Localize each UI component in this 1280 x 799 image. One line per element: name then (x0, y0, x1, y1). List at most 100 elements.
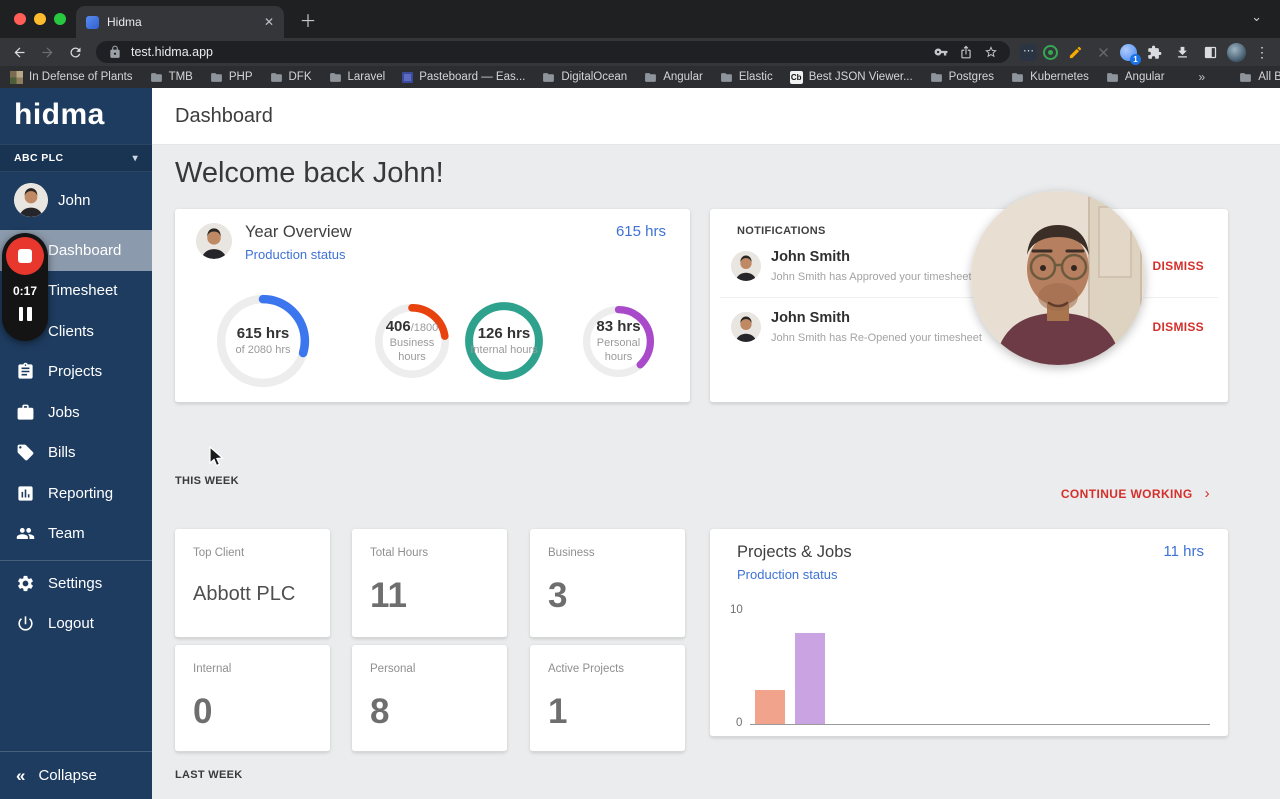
folder-icon (1106, 72, 1118, 82)
projects-jobs-card: Projects & Jobs Production status 11 hrs… (710, 529, 1228, 737)
sidebar-item-team[interactable]: Team (0, 514, 152, 555)
user-avatar (14, 183, 48, 217)
bookmark-item[interactable]: In Defense of Plants (10, 70, 133, 84)
bookmark-folder[interactable]: Angular (644, 71, 703, 84)
bookmark-folder[interactable]: Elastic (720, 71, 773, 84)
back-button[interactable] (8, 41, 30, 63)
webcam-video-bubble[interactable] (971, 191, 1145, 365)
collapse-sidebar-button[interactable]: « Collapse (16, 765, 97, 785)
folder-icon (1012, 72, 1023, 82)
mouse-cursor (209, 446, 224, 467)
stat-value: 1 (548, 692, 568, 731)
notification-name: John Smith (771, 310, 850, 326)
divider (0, 560, 152, 561)
sidebar-item-jobs[interactable]: Jobs (0, 392, 152, 433)
reload-button[interactable] (64, 41, 86, 63)
last-week-heading: LAST WEEK (175, 769, 243, 781)
bookmarks-bar: In Defense of Plants TMB PHP DFK Laravel… (0, 66, 1280, 88)
bar-chart: 10 0 (710, 529, 1228, 736)
downloads-icon[interactable] (1171, 41, 1193, 63)
window-close-button[interactable] (14, 13, 26, 25)
bookmark-folder[interactable]: Postgres (930, 71, 994, 84)
browser-tab[interactable]: Hidma ✕ (76, 6, 284, 38)
stat-value: Abbott PLC (193, 583, 296, 605)
extension-pencil-icon[interactable] (1064, 41, 1086, 63)
address-bar[interactable]: test.hidma.app (96, 41, 1010, 63)
sidebar-user[interactable]: John (0, 172, 152, 230)
week-total-hours[interactable]: 11 hrs (1163, 543, 1204, 560)
pause-recording-button[interactable] (18, 307, 32, 321)
forward-button[interactable] (36, 41, 58, 63)
bookmark-folder[interactable]: DFK (270, 71, 312, 84)
workspace-selector[interactable]: ABC PLC ▾ (0, 144, 152, 172)
bookmarks-overflow-icon[interactable]: » (1198, 70, 1206, 84)
side-panel-icon[interactable] (1199, 41, 1221, 63)
bookmark-folder[interactable]: Angular (1106, 71, 1165, 84)
password-key-icon[interactable] (932, 43, 950, 61)
extension-globe-icon[interactable]: 1 (1120, 43, 1141, 65)
app-logo[interactable]: hidma (14, 98, 105, 131)
bookmark-folder[interactable]: DigitalOcean (542, 71, 627, 84)
all-bookmarks-folder[interactable]: All Bookmarks (1239, 71, 1280, 84)
sidebar-item-settings[interactable]: Settings (0, 563, 152, 604)
extension-badge: 1 (1130, 53, 1141, 65)
window-minimize-button[interactable] (34, 13, 46, 25)
bookmark-folder[interactable]: PHP (210, 71, 253, 84)
new-tab-button[interactable]: ＋ (299, 12, 317, 31)
stat-card-business: Business 3 (530, 529, 685, 638)
folder-icon (645, 72, 657, 82)
gauge-personal: 83 hrs Personal hours (582, 305, 655, 378)
year-overview-card: Year Overview Production status 615 hrs … (175, 209, 690, 403)
stat-card-total-hours: Total Hours 11 (352, 529, 507, 638)
bookmark-folder[interactable]: Laravel (329, 71, 385, 84)
card-subtitle[interactable]: Production status (245, 247, 346, 262)
welcome-heading: Welcome back John! (175, 157, 444, 189)
tab-favicon (86, 15, 99, 29)
window-maximize-button[interactable] (54, 13, 66, 25)
extensions-puzzle-icon[interactable] (1143, 41, 1165, 63)
bookmark-folder[interactable]: TMB (150, 71, 193, 84)
dismiss-button[interactable]: DISMISS (1152, 259, 1204, 273)
bookmark-item[interactable]: Pasteboard — Eas... (402, 71, 525, 83)
sidebar-item-bills[interactable]: Bills (0, 433, 152, 474)
collapse-icon: « (16, 765, 26, 785)
folder-icon (543, 72, 555, 82)
continue-working-link[interactable]: CONTINUE WORKING › (1060, 485, 1210, 502)
this-week-heading: THIS WEEK (175, 475, 239, 487)
extension-disabled-icon[interactable] (1092, 41, 1114, 63)
tab-strip: Hidma ✕ ＋ ⌄ (0, 0, 1280, 38)
stop-recording-button[interactable] (6, 237, 44, 275)
sidebar-item-reporting[interactable]: Reporting (0, 473, 152, 514)
year-total-hours[interactable]: 615 hrs (615, 223, 666, 240)
tab-search-chevron-icon[interactable]: ⌄ (1251, 9, 1262, 24)
gauge-production: 615 hrs of 2080 hrs (216, 294, 310, 388)
card-subtitle[interactable]: Production status (737, 567, 838, 582)
extension-dots-icon[interactable]: ⋯ (1020, 43, 1037, 61)
card-title: Year Overview (245, 223, 352, 241)
stat-value: 0 (193, 692, 213, 731)
gear-icon (18, 575, 33, 591)
y-axis-tick: 0 (736, 717, 743, 729)
browser-profile-avatar[interactable] (1227, 42, 1246, 62)
lock-icon[interactable] (106, 43, 124, 61)
recording-timer: 0:17 (12, 284, 38, 298)
screen-recording-widget: 0:17 (2, 233, 48, 341)
browser-menu-icon[interactable]: ⋮ (1255, 43, 1269, 60)
dismiss-button[interactable]: DISMISS (1152, 320, 1204, 334)
bookmark-item[interactable]: Cb Best JSON Viewer... (789, 70, 913, 84)
stat-value: 3 (548, 576, 568, 615)
url-text[interactable]: test.hidma.app (131, 45, 213, 59)
notification-avatar (731, 312, 761, 342)
extension-target-icon[interactable] (1043, 44, 1058, 60)
notification-row: John Smith John Smith has Approved your … (710, 237, 1228, 295)
tag-icon (17, 444, 34, 461)
notification-row: John Smith John Smith has Re-Opened your… (710, 298, 1228, 356)
bookmark-folder[interactable]: Kubernetes (1011, 71, 1089, 84)
bookmark-star-icon[interactable] (982, 43, 1000, 61)
share-icon[interactable] (957, 43, 975, 61)
sidebar-item-projects[interactable]: Projects (0, 352, 152, 393)
sidebar-item-logout[interactable]: Logout (0, 604, 152, 645)
tab-close-icon[interactable]: ✕ (263, 15, 274, 29)
folder-icon (210, 72, 222, 82)
